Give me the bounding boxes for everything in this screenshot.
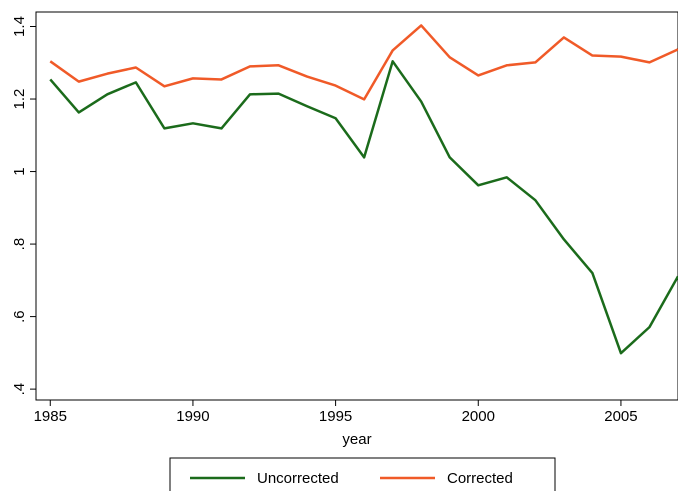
legend-box [169,457,556,491]
legend-label: Corrected [447,470,513,487]
legend: Uncorrected Corrected [169,457,556,491]
x-tick-label: 1985 [34,408,67,425]
series-line [49,60,678,355]
x-tick-label: 2005 [604,408,637,425]
x-tick-label: 2000 [462,408,495,425]
y-tick-label: .6 [11,310,28,323]
y-tick-label: .4 [11,383,28,396]
series-line [49,24,678,101]
x-axis-title: year [342,431,371,448]
y-tick-label: 1.4 [11,16,28,37]
y-tick-label: 1.2 [11,89,28,110]
x-tick-label: 1995 [319,408,352,425]
legend-label: Uncorrected [257,470,339,487]
y-tick-label: 1 [11,167,28,175]
y-tick-label: .8 [11,238,28,251]
plot-frame [35,11,678,401]
x-tick-label: 1990 [176,408,209,425]
